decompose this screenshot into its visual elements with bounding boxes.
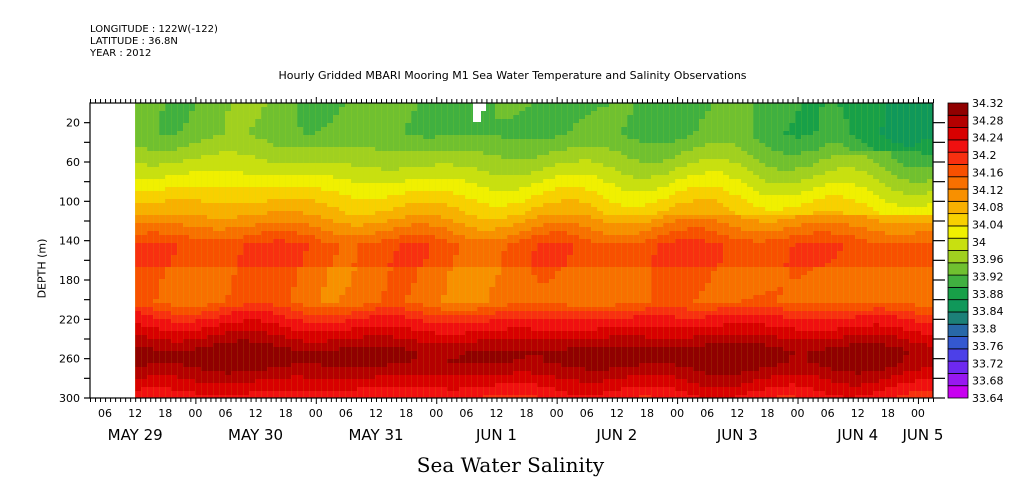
x-tick-label: 18 [760,407,774,420]
colorbar-label: 33.68 [972,375,1004,388]
colorbar-label: 34.08 [972,201,1004,214]
x-tick-label: 18 [399,407,413,420]
salinity-field [135,103,933,398]
x-tick-label: 06 [700,407,714,420]
x-day-label: JUN 1 [475,426,517,444]
colorbar-label: 33.92 [972,271,1004,284]
chart-title: Hourly Gridded MBARI Mooring M1 Sea Wate… [278,69,747,82]
x-tick-label: 18 [881,407,895,420]
y-tick-label: 260 [59,353,80,366]
x-tick-label: 18 [640,407,654,420]
y-tick-label: 20 [66,117,80,130]
x-tick-label: 18 [279,407,293,420]
x-tick-label: 18 [520,407,534,420]
x-tick-label: 00 [911,407,925,420]
colorbar-bin [947,385,969,399]
colorbar-label: 33.96 [972,253,1004,266]
x-tick-label: 18 [158,407,172,420]
x-axis: 06 12 18 00 06 12 18 00 06 12 18 00 06 12 18 00 06 12 18 00… [90,97,943,444]
colorbar-bin [947,200,969,215]
x-tick-label: 12 [851,407,865,420]
colorbar-label: 33.88 [972,288,1004,301]
y-tick-label: 60 [66,156,80,169]
colorbar-label: 33.84 [972,305,1004,318]
colorbar-bin [947,127,969,141]
colorbar-bin [947,237,969,251]
x-tick-label: 00 [429,407,443,420]
colorbar-bin [947,176,969,190]
colorbar-label: 34.28 [972,114,1004,127]
year-label: YEAR : 2012 [90,48,152,59]
x-tick-label: 06 [339,407,353,420]
colorbar-bin [947,360,969,374]
x-tick-label: 00 [309,407,323,420]
missing-data-notch [473,103,486,111]
x-tick-label: 06 [459,407,473,420]
x-tick-label: 12 [369,407,383,420]
colorbar: 33.64 33.68 33.72 33.76 33.8 33.84 33.88 33.92 3… [947,97,1004,405]
x-day-label: JUN 3 [716,426,758,444]
x-day-label: MAY 29 [108,426,163,444]
missing-data-notch [473,111,481,122]
colorbar-label: 33.76 [972,340,1004,353]
x-tick-label: 12 [249,407,263,420]
y-tick-label: 220 [59,313,80,326]
colorbar-bin [947,373,969,387]
x-day-label: MAY 30 [228,426,283,444]
colorbar-bin [947,286,969,301]
x-tick-label: 12 [489,407,503,420]
x-tick-label: 06 [580,407,594,420]
colorbar-label: 33.64 [972,392,1004,405]
colorbar-label: 34.04 [972,218,1004,231]
x-tick-label: 00 [670,407,684,420]
y-tick-label: 140 [59,235,80,248]
variable-title: Sea Water Salinity [416,453,605,477]
x-day-label: JUN 5 [901,426,943,444]
x-tick-label: 12 [610,407,624,420]
colorbar-bin [947,213,969,227]
colorbar-bin [947,311,969,325]
x-tick-label: 06 [218,407,232,420]
colorbar-bin [947,323,969,337]
colorbar-bin [947,139,969,153]
x-tick-label: 12 [730,407,744,420]
y-axis: 20 60 100 140 180 220 260 300 [59,117,945,405]
colorbar-bin [947,250,969,264]
colorbar-label: 34.32 [972,97,1004,110]
x-tick-label: 06 [98,407,112,420]
y-tick-label: 100 [59,195,80,208]
x-day-label: JUN 4 [836,426,878,444]
colorbar-label: 34.12 [972,184,1004,197]
colorbar-label: 33.72 [972,357,1004,370]
x-tick-label: 00 [550,407,564,420]
colorbar-bin [947,102,969,116]
colorbar-label: 34.16 [972,166,1004,179]
x-tick-label: 06 [821,407,835,420]
colorbar-bin [947,114,969,128]
colorbar-bin [947,299,969,313]
colorbar-label: 34.24 [972,132,1004,145]
colorbar-bin [947,151,969,165]
colorbar-label: 34 [972,236,986,249]
x-tick-label: 12 [128,407,142,420]
colorbar-bin [947,336,969,350]
colorbar-bin [947,225,969,239]
colorbar-bin [947,164,969,178]
x-day-label: MAY 31 [348,426,403,444]
colorbar-bin [947,188,969,202]
colorbar-bin [947,262,969,276]
colorbar-bin [947,274,969,288]
colorbar-bin [947,348,969,362]
x-day-label: JUN 2 [595,426,637,444]
x-tick-label: 00 [791,407,805,420]
colorbar-label: 34.2 [972,149,997,162]
colorbar-label: 33.8 [972,323,997,336]
x-tick-label: 00 [188,407,202,420]
longitude-label: LONGITUDE : 122W(-122) [90,24,218,35]
latitude-label: LATITUDE : 36.8N [90,36,178,47]
y-tick-label: 180 [59,274,80,287]
y-tick-label: 300 [59,392,80,405]
field-cells [135,103,933,398]
